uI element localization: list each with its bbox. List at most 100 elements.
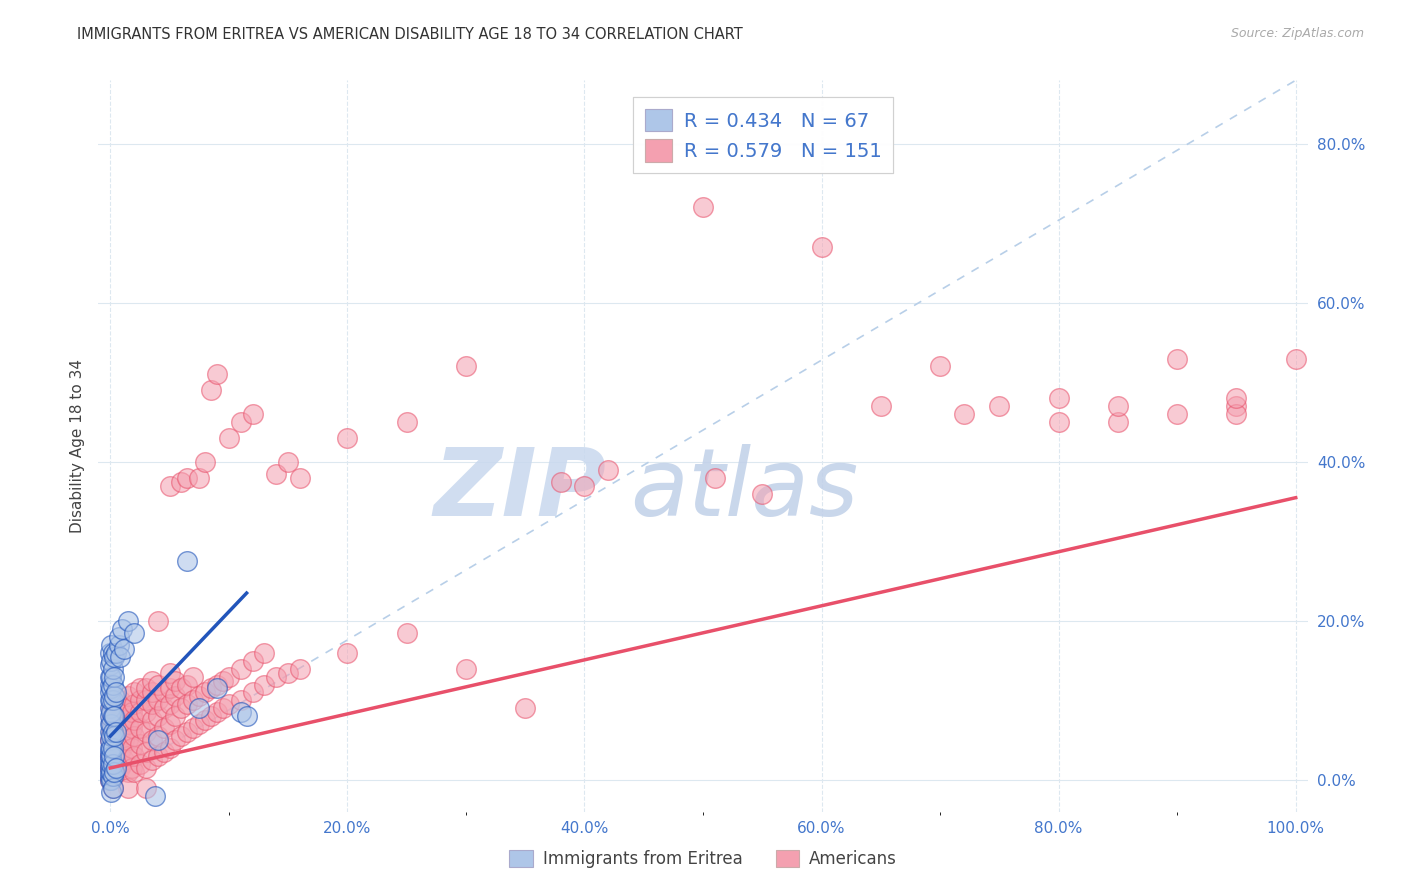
Point <box>205 681 228 696</box>
Point <box>218 698 240 712</box>
Point <box>135 706 157 720</box>
Text: IMMIGRANTS FROM ERITREA VS AMERICAN DISABILITY AGE 18 TO 34 CORRELATION CHART: IMMIGRANTS FROM ERITREA VS AMERICAN DISA… <box>77 27 744 42</box>
Point <box>165 690 187 704</box>
Point <box>100 757 122 772</box>
Point <box>100 669 122 683</box>
Point <box>129 706 152 720</box>
Point <box>135 761 157 775</box>
Point <box>101 717 124 731</box>
Point <box>550 475 572 489</box>
Point <box>98 657 121 672</box>
Point <box>101 757 124 772</box>
Point <box>100 638 122 652</box>
Point <box>103 749 125 764</box>
Point <box>135 693 157 707</box>
Point <box>165 709 187 723</box>
Point <box>100 741 122 756</box>
Point <box>100 769 122 783</box>
Point <box>159 717 181 731</box>
Point <box>200 709 222 723</box>
Point <box>117 717 139 731</box>
Point <box>105 733 128 747</box>
Point <box>277 455 299 469</box>
Point <box>751 486 773 500</box>
Point <box>101 769 124 783</box>
Point <box>146 693 169 707</box>
Point <box>135 745 157 759</box>
Point <box>454 359 477 374</box>
Point <box>105 701 128 715</box>
Point <box>100 654 122 668</box>
Point <box>101 646 124 660</box>
Point <box>100 749 122 764</box>
Point <box>117 764 139 779</box>
Point <box>114 733 136 747</box>
Point <box>218 669 240 683</box>
Text: Source: ZipAtlas.com: Source: ZipAtlas.com <box>1230 27 1364 40</box>
Point <box>114 641 136 656</box>
Point <box>129 757 152 772</box>
Point <box>181 721 204 735</box>
Point <box>105 764 128 779</box>
Point <box>159 665 181 680</box>
Point <box>129 737 152 751</box>
Point <box>103 698 125 712</box>
Text: ZIP: ZIP <box>433 444 606 536</box>
Point <box>103 690 125 704</box>
Point <box>141 685 163 699</box>
Point <box>242 654 264 668</box>
Point <box>146 614 169 628</box>
Point <box>121 761 143 775</box>
Point <box>159 741 181 756</box>
Point <box>111 757 134 772</box>
Point <box>205 368 228 382</box>
Point <box>103 764 125 779</box>
Point <box>176 725 198 739</box>
Point <box>105 646 128 660</box>
Point <box>103 721 125 735</box>
Point <box>117 690 139 704</box>
Point <box>100 701 122 715</box>
Point <box>108 649 131 664</box>
Point <box>143 789 166 803</box>
Point <box>98 709 121 723</box>
Point <box>101 693 124 707</box>
Point <box>929 359 952 374</box>
Point <box>114 714 136 728</box>
Point <box>952 407 974 421</box>
Point <box>101 749 124 764</box>
Point <box>98 769 121 783</box>
Point <box>98 733 121 747</box>
Point <box>212 673 235 688</box>
Point <box>122 729 145 743</box>
Point <box>103 729 125 743</box>
Point <box>264 467 287 481</box>
Point <box>98 757 121 772</box>
Point <box>129 693 152 707</box>
Point <box>703 471 725 485</box>
Point <box>98 772 121 787</box>
Point <box>98 669 121 683</box>
Point <box>101 662 124 676</box>
Point <box>108 729 131 743</box>
Point <box>98 764 121 779</box>
Point <box>454 662 477 676</box>
Point <box>988 399 1011 413</box>
Point <box>100 706 122 720</box>
Text: atlas: atlas <box>630 444 859 535</box>
Point <box>141 753 163 767</box>
Point <box>395 625 418 640</box>
Point <box>101 780 124 795</box>
Point <box>1225 399 1247 413</box>
Point <box>1107 399 1129 413</box>
Point <box>288 662 311 676</box>
Point <box>103 709 125 723</box>
Point <box>108 714 131 728</box>
Point <box>152 721 174 735</box>
Point <box>1166 407 1188 421</box>
Point <box>103 709 125 723</box>
Point <box>165 673 187 688</box>
Point <box>200 384 222 398</box>
Point <box>101 733 124 747</box>
Point <box>98 717 121 731</box>
